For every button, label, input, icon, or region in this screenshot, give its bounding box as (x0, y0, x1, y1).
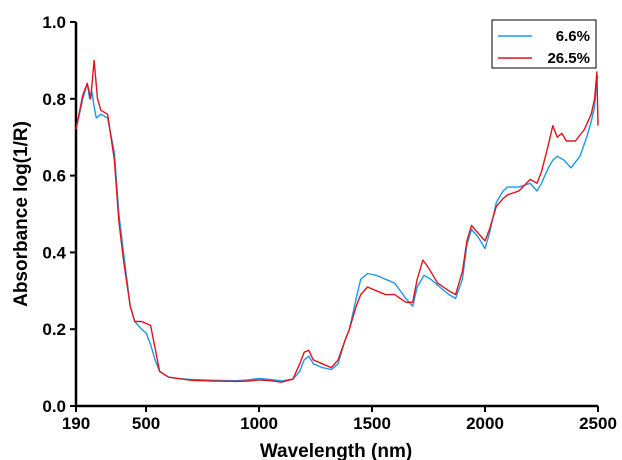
legend-label-0: 6.6% (556, 28, 590, 45)
x-tick-label: 2500 (579, 414, 617, 433)
y-tick-label: 0.6 (42, 167, 66, 186)
y-tick-group: 0.0 0.2 0.4 0.6 0.8 1.0 (42, 13, 76, 416)
x-axis-title: Wavelength (nm) (260, 441, 412, 460)
x-tick-label: 2000 (466, 414, 504, 433)
y-tick-label: 0.0 (42, 397, 66, 416)
y-tick-label: 0.8 (42, 90, 66, 109)
y-axis-title: Absorbance log(1/R) (11, 121, 32, 307)
legend-label-1: 26.5% (547, 50, 590, 67)
series-line-1 (75, 59, 599, 383)
y-tick-label: 0.4 (42, 243, 66, 262)
x-tick-group: 190 500 1000 1500 2000 2500 (62, 406, 617, 433)
series-layer (75, 59, 599, 383)
legend-box (491, 19, 597, 69)
axes (74, 22, 598, 408)
series-line-0 (75, 75, 599, 382)
y-tick-label: 1.0 (42, 13, 66, 32)
x-tick-label: 500 (132, 414, 160, 433)
legend: 6.6% 26.5% (491, 19, 597, 69)
x-tick-label: 190 (62, 414, 90, 433)
y-tick-label: 0.2 (42, 320, 66, 339)
x-tick-label: 1000 (240, 414, 278, 433)
x-tick-label: 1500 (353, 414, 391, 433)
